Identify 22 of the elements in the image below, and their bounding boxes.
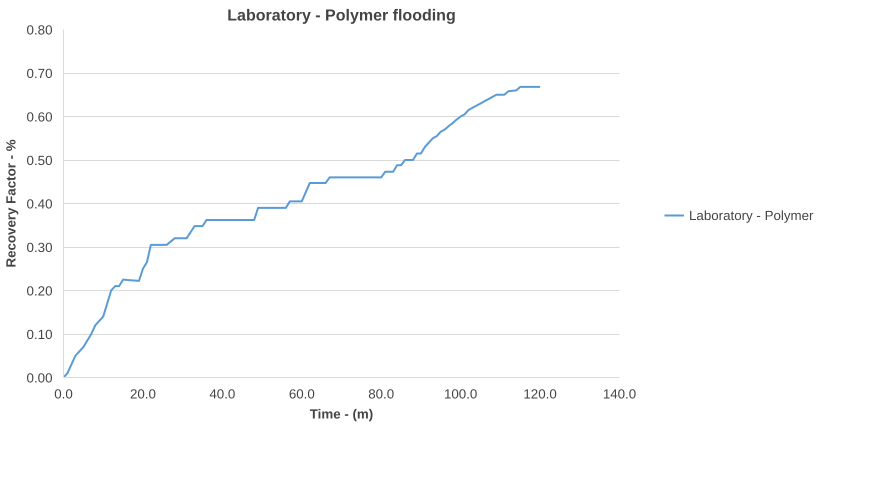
x-tick-label: 100.0 [444, 386, 478, 402]
y-axis-title: Recovery Factor - % [4, 139, 19, 268]
x-axis-title: Time - (m) [310, 406, 374, 422]
line-series [64, 86, 542, 378]
legend-label: Laboratory - Polymer [689, 208, 814, 222]
y-tick-label: 0.40 [26, 196, 53, 212]
x-tick-label: 140.0 [602, 386, 636, 402]
y-tick-label: 0.50 [26, 153, 53, 168]
x-tick-label: 40.0 [209, 386, 236, 402]
y-tick-label: 0.20 [26, 284, 53, 298]
y-tick-label: 0.00 [26, 370, 53, 386]
x-tick-label: 80.0 [368, 386, 394, 402]
y-tick-label: 0.70 [26, 66, 53, 81]
y-tick-label: 0.80 [26, 22, 53, 38]
y-tick-label: 0.30 [26, 240, 53, 255]
chart-title: Laboratory - Polymer flooding [227, 8, 456, 24]
x-tick-label: 120.0 [523, 386, 557, 402]
x-tick-label: 0.0 [54, 386, 73, 402]
x-tick-label: 20.0 [130, 386, 156, 402]
y-tick-label: 0.60 [26, 110, 53, 124]
y-tick-label: 0.10 [26, 327, 53, 342]
x-tick-label: 60.0 [288, 386, 315, 402]
